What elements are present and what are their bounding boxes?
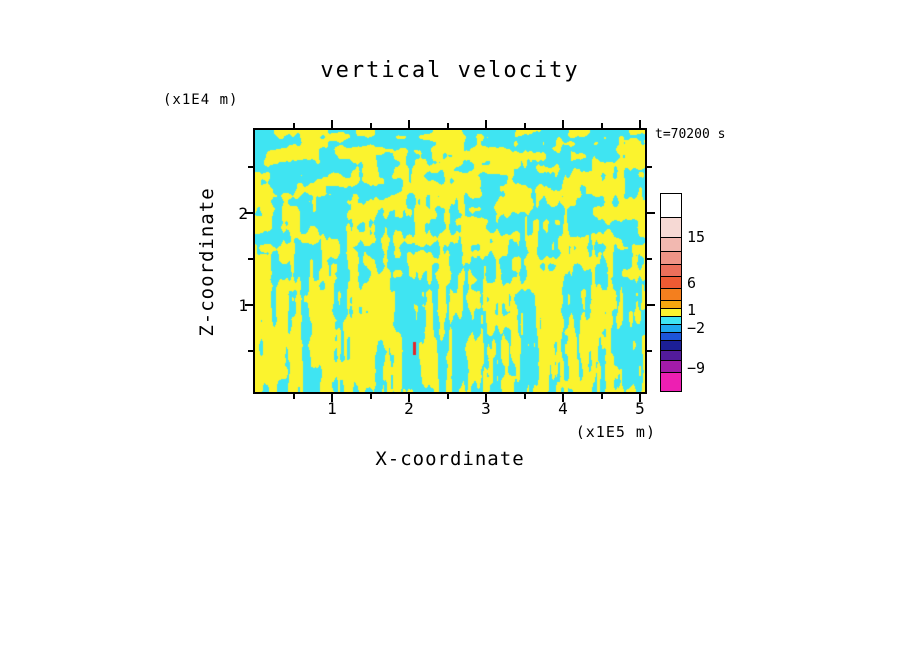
x-axis-unit-label: (x1E5 m): [575, 423, 656, 441]
colorbar-label: 15: [687, 228, 706, 246]
tick-mark: [639, 120, 641, 128]
z-tick-label-2: 2: [238, 204, 248, 223]
colorbar-segment: [661, 252, 681, 265]
tick-mark: [647, 350, 652, 352]
colorbar-label: −9: [687, 359, 706, 377]
heatmap-canvas: [255, 130, 645, 392]
x-tick-label-1: 1: [327, 399, 337, 418]
tick-mark: [562, 394, 564, 402]
colorbar-segment: [661, 277, 681, 289]
colorbar-segment: [661, 301, 681, 309]
tick-mark: [446, 123, 449, 128]
colorbar-segment: [661, 351, 681, 361]
colorbar-label: −2: [687, 319, 706, 337]
colorbar-label: 1: [687, 301, 697, 319]
colorbar-segment: [661, 265, 681, 277]
colorbar-segment: [661, 309, 681, 317]
tick-mark: [408, 394, 410, 402]
tick-mark: [245, 304, 253, 306]
tick-mark: [408, 120, 410, 128]
tick-mark: [485, 120, 487, 128]
z-axis-title: Z-coordinate: [196, 187, 218, 337]
x-tick-label-5: 5: [635, 399, 645, 418]
colorbar: [660, 193, 682, 392]
colorbar-segment: [661, 325, 681, 333]
tick-mark: [523, 394, 526, 399]
tick-mark: [647, 166, 652, 168]
colorbar-segment: [661, 194, 681, 218]
tick-mark: [245, 212, 253, 214]
z-tick-label-1: 1: [238, 296, 248, 315]
colorbar-segment: [661, 317, 681, 325]
tick-mark: [331, 120, 333, 128]
tick-mark: [369, 123, 372, 128]
tick-mark: [292, 123, 295, 128]
tick-mark: [248, 258, 253, 260]
x-axis-title: X-coordinate: [375, 448, 525, 470]
tick-mark: [331, 394, 333, 402]
tick-mark: [446, 394, 449, 399]
tick-mark: [647, 258, 652, 260]
chart-title: vertical velocity: [320, 58, 580, 83]
tick-mark: [248, 166, 253, 168]
colorbar-segment: [661, 361, 681, 373]
colorbar-segment: [661, 333, 681, 341]
x-tick-label-3: 3: [481, 399, 491, 418]
colorbar-label: 6: [687, 274, 697, 292]
time-label: t=70200 s: [655, 127, 726, 142]
colorbar-segment: [661, 218, 681, 238]
tick-mark: [600, 123, 603, 128]
z-axis-unit-label: (x1E4 m): [163, 92, 239, 108]
tick-mark: [292, 394, 295, 399]
tick-mark: [639, 394, 641, 402]
tick-mark: [369, 394, 372, 399]
colorbar-segment: [661, 341, 681, 351]
tick-mark: [485, 394, 487, 402]
colorbar-segment: [661, 373, 681, 391]
tick-mark: [647, 212, 655, 214]
x-tick-label-4: 4: [558, 399, 568, 418]
tick-mark: [647, 304, 655, 306]
tick-mark: [562, 120, 564, 128]
tick-mark: [523, 123, 526, 128]
tick-mark: [600, 394, 603, 399]
tick-mark: [248, 350, 253, 352]
x-tick-label-2: 2: [404, 399, 414, 418]
colorbar-segment: [661, 289, 681, 301]
colorbar-segment: [661, 238, 681, 252]
